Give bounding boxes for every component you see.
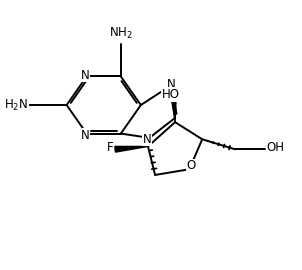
Text: OH: OH [266,141,284,154]
Polygon shape [115,146,148,152]
Text: N: N [81,69,90,82]
Text: F: F [107,141,114,154]
Text: HO: HO [162,88,180,101]
Text: N: N [143,133,152,146]
Text: N: N [166,78,175,91]
Text: N: N [81,129,90,141]
Text: NH$_2$: NH$_2$ [109,26,133,41]
Text: O: O [186,159,195,172]
Text: H$_2$N: H$_2$N [4,97,28,113]
Polygon shape [171,89,176,122]
